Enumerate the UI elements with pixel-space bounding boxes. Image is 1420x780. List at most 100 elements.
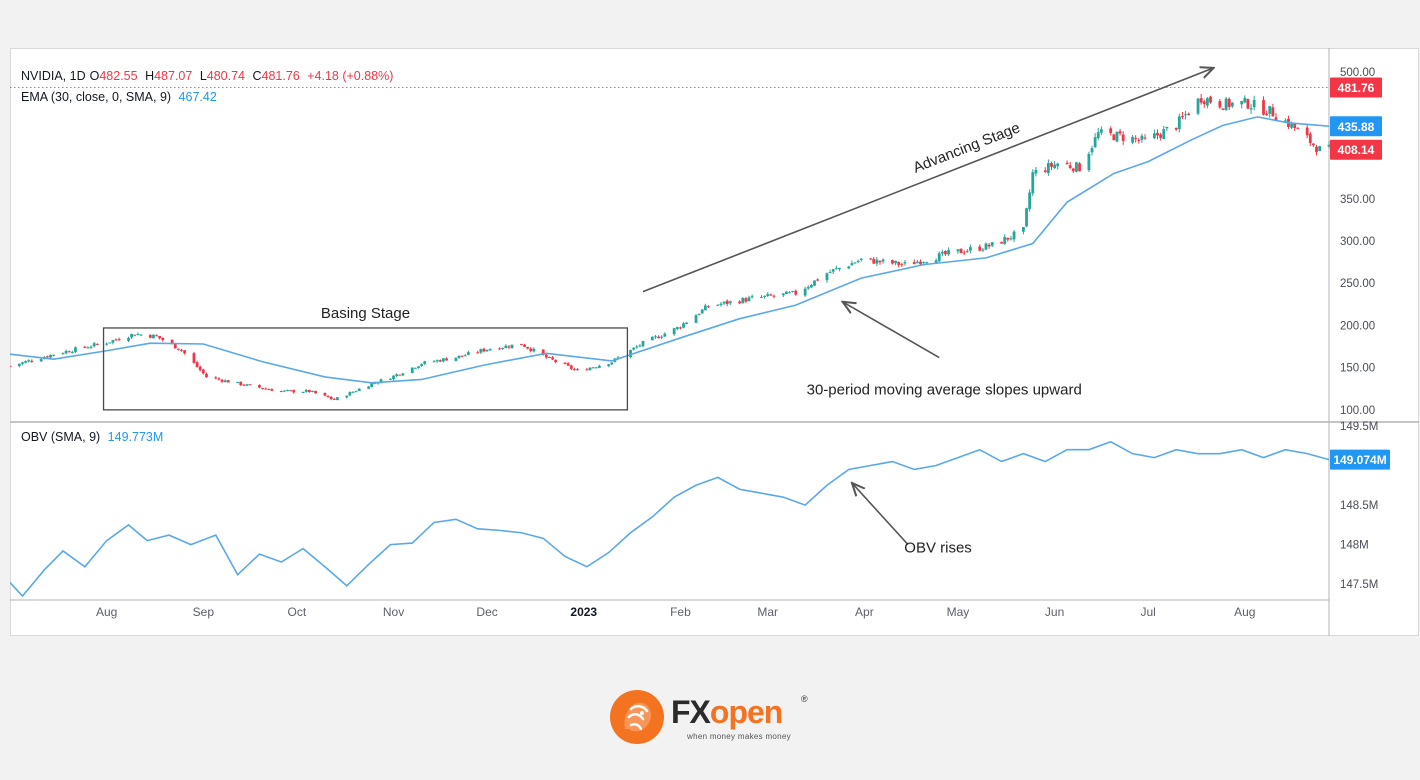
candle-body — [1134, 138, 1138, 140]
candle-body — [258, 384, 261, 388]
candle-up — [722, 301, 726, 306]
candle-body — [934, 260, 938, 263]
basing-stage-label: Basing Stage — [321, 305, 410, 322]
obv-tick-label: 148.5M — [1340, 500, 1378, 512]
candle-body — [566, 363, 570, 366]
candle-body — [1137, 140, 1141, 142]
chart-canvas[interactable]: Aug Sep Oct Nov Dec 2023 Feb Mar Apr May Jun Jul Aug… — [10, 48, 1419, 636]
candle-body — [401, 373, 405, 376]
candle-up — [806, 285, 810, 290]
candle-body — [417, 366, 420, 369]
candle-up — [1093, 133, 1097, 149]
candle-down — [323, 392, 327, 397]
candle-body — [454, 357, 458, 361]
candle-down — [1068, 161, 1072, 170]
candle-down — [289, 390, 293, 392]
candle-body — [1290, 123, 1293, 128]
candle-up — [791, 290, 795, 293]
candle-body — [30, 360, 34, 362]
candle-down — [987, 243, 991, 249]
candle-down — [1112, 133, 1116, 141]
candle-up — [1131, 135, 1134, 145]
candle-body — [267, 389, 271, 391]
candle-down — [1174, 127, 1178, 131]
candle-body — [507, 346, 511, 348]
obv-tag-text: 149.074M — [1333, 453, 1386, 467]
candle-down — [326, 395, 330, 398]
candle-down — [1265, 110, 1269, 116]
candle-body — [903, 262, 907, 264]
price-tick-label: 500.00 — [1340, 67, 1375, 79]
candle-body — [10, 365, 12, 367]
candle-up — [27, 359, 31, 363]
candle-down — [1218, 99, 1222, 110]
candle-up — [685, 322, 689, 325]
candle-body — [1031, 172, 1035, 194]
candle-down — [117, 337, 121, 341]
candle-down — [526, 346, 530, 350]
candle-up — [152, 334, 155, 339]
candle-down — [900, 262, 904, 268]
candle-up — [24, 360, 27, 364]
candle-up — [703, 303, 707, 311]
candle-up — [139, 334, 143, 336]
candle-down — [959, 248, 963, 254]
candle-body — [744, 298, 748, 302]
candle-body — [286, 390, 289, 392]
candle-down — [1181, 111, 1184, 120]
candle-body — [1274, 117, 1278, 121]
candle-down — [195, 360, 199, 368]
candle-body — [1249, 108, 1253, 110]
candle-body — [1181, 116, 1184, 118]
candle-body — [1028, 192, 1032, 209]
candle-body — [217, 378, 221, 380]
candle-body — [1022, 227, 1025, 232]
candle-body — [919, 261, 922, 265]
candle-body — [610, 362, 614, 365]
candle-down — [1078, 162, 1081, 172]
candle-body — [223, 380, 227, 383]
candle-up — [716, 304, 720, 307]
x-tick-label: Sep — [193, 605, 215, 619]
candle-down — [572, 367, 576, 371]
x-tick-label: Nov — [383, 605, 404, 619]
candle-body — [1109, 128, 1113, 134]
candle-up — [283, 390, 286, 392]
brand-fx: FX — [671, 694, 711, 730]
candle-body — [529, 348, 533, 352]
candle-body — [1315, 146, 1318, 153]
candle-down — [445, 357, 448, 361]
candle-body — [261, 388, 264, 390]
candle-down — [155, 334, 158, 337]
candle-down — [1308, 132, 1312, 147]
candle-body — [597, 365, 601, 368]
candle-up — [965, 248, 969, 253]
brand-open: open — [709, 694, 783, 730]
candle-body — [791, 291, 795, 293]
candle-body — [504, 345, 508, 349]
candle-body — [1003, 237, 1007, 245]
candle-body — [357, 388, 361, 392]
candle-up — [370, 383, 374, 388]
candle-body — [1205, 98, 1209, 106]
candle-body — [304, 389, 308, 392]
candle-body — [1053, 164, 1056, 169]
candle-down — [498, 347, 501, 350]
candle-down — [192, 351, 196, 364]
candle-body — [389, 378, 392, 380]
candle-body — [875, 259, 879, 264]
candle-body — [984, 243, 988, 250]
candle-body — [460, 355, 464, 357]
candle-body — [466, 352, 470, 355]
candle-body — [1050, 162, 1053, 167]
candle-up — [940, 249, 944, 257]
candle-up — [223, 379, 227, 383]
candle-up — [728, 300, 732, 305]
candle-body — [205, 373, 208, 378]
obv-tag: 149.074M — [1330, 449, 1390, 470]
candle-body — [1318, 146, 1322, 152]
candle-up — [367, 386, 370, 389]
candle-down — [1050, 161, 1053, 171]
candle-up — [682, 321, 685, 329]
candle-up — [984, 242, 988, 250]
